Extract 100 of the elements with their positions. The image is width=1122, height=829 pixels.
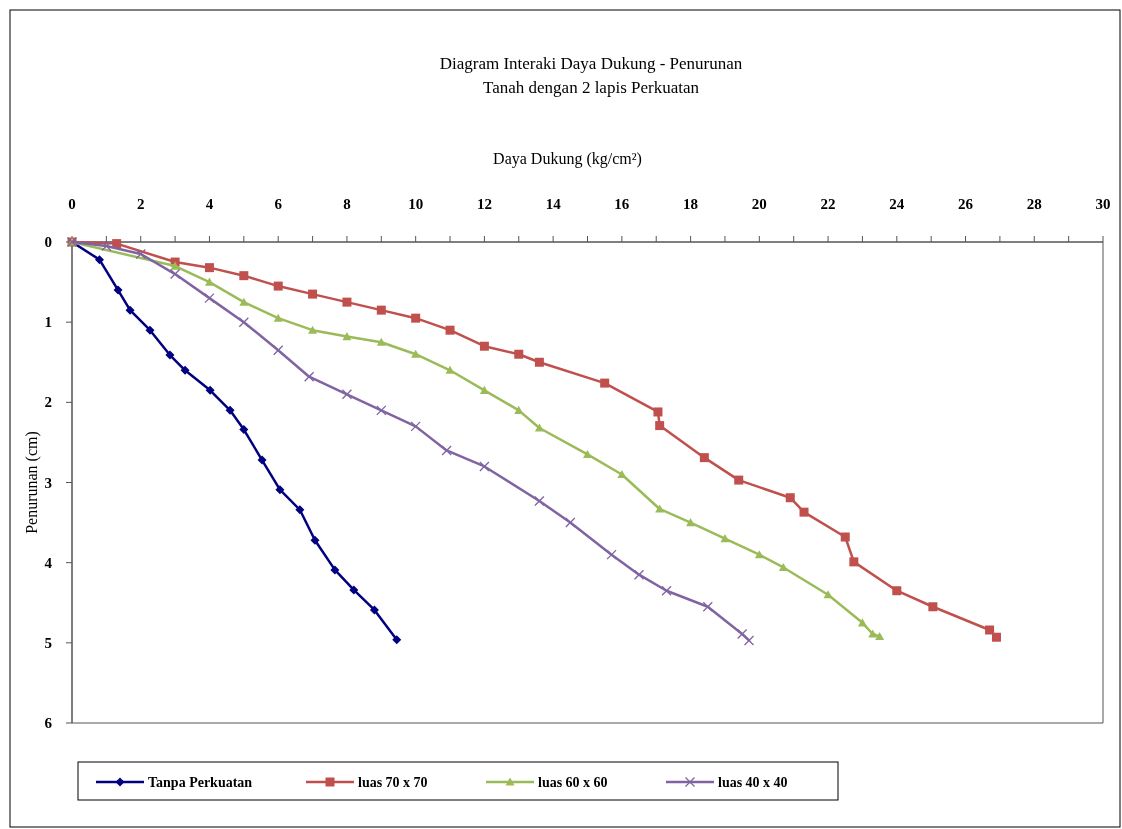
point [303,371,315,382]
point [225,405,235,415]
point [410,421,421,432]
chart-title: Diagram Interaki Daya Dukung - Penurunan [439,54,743,73]
point [754,550,764,559]
point [94,255,104,265]
point [479,461,490,472]
x-tick-label: 28 [1026,196,1042,212]
point [892,586,902,596]
point [101,240,112,252]
x-tick-label: 4 [205,196,214,212]
point [342,332,352,341]
point [653,407,663,417]
point [341,389,353,400]
point [275,485,285,495]
point [204,292,215,304]
point [534,357,544,367]
point [135,248,146,260]
y-axis-title: Penurunan (cm) [23,431,41,534]
point [799,507,809,517]
point [479,385,489,394]
point [330,565,340,575]
point [169,268,181,280]
point [273,345,284,356]
legend-label: Tanpa Perkuatan [148,775,253,790]
point [702,601,713,612]
point [565,517,576,528]
point [376,405,387,416]
x-tick-label: 22 [820,196,836,212]
x-tick-label: 18 [683,196,699,212]
point [204,263,214,273]
point [534,495,545,507]
point [369,605,379,615]
point [785,493,795,503]
point [655,504,665,513]
legend-label: luas 40 x 40 [718,775,788,790]
point [273,313,283,322]
point [985,625,995,635]
point [600,378,610,388]
point [734,475,744,485]
point [113,285,123,295]
y-tick-label: 2 [44,394,52,411]
point [661,585,672,596]
point [857,618,867,627]
point [392,635,402,645]
point [737,628,748,640]
point [868,629,878,638]
point [534,423,544,432]
x-tick-label: 16 [614,196,630,212]
point [441,445,452,456]
x-tick-label: 2 [136,196,145,212]
point [479,341,489,351]
point [310,535,320,545]
point [238,317,249,328]
legend-label: luas 60 x 60 [538,775,608,790]
point [445,365,455,374]
x-tick-label: 12 [476,196,492,212]
x-tick-label: 0 [68,196,76,212]
point [875,631,885,641]
point [514,405,524,414]
point [633,569,645,580]
point [617,469,627,479]
point [514,349,524,359]
point [205,385,215,395]
point [376,305,386,315]
point [376,337,386,346]
point [239,297,249,306]
point [308,289,318,299]
point [699,453,709,463]
point [849,557,859,567]
x-tick-label: 30 [1095,196,1111,212]
point [686,518,696,527]
legend-label: luas 70 x 70 [358,775,428,790]
y-tick-label: 1 [44,314,52,331]
y-tick-label: 5 [44,634,52,651]
x-tick-label: 10 [408,196,424,212]
x-axis-title: Daya Dukung (kg/cm²) [493,150,642,168]
point [165,350,175,360]
point [145,325,155,335]
point [583,449,592,459]
point [411,313,421,323]
x-tick-label: 8 [343,196,351,212]
y-tick-label: 4 [44,554,53,571]
y-tick-label: 0 [44,234,52,250]
x-tick-label: 14 [545,196,562,212]
point [239,271,249,281]
point [180,365,190,375]
point [204,277,214,286]
point [655,421,665,431]
point [928,602,938,612]
y-tick-label: 6 [44,715,53,731]
point [991,632,1001,642]
point [112,239,122,249]
x-tick-label: 26 [958,196,974,212]
point [743,635,755,646]
point [840,532,850,542]
point [720,534,730,543]
point [273,281,283,291]
point [170,261,180,270]
point [295,505,305,515]
